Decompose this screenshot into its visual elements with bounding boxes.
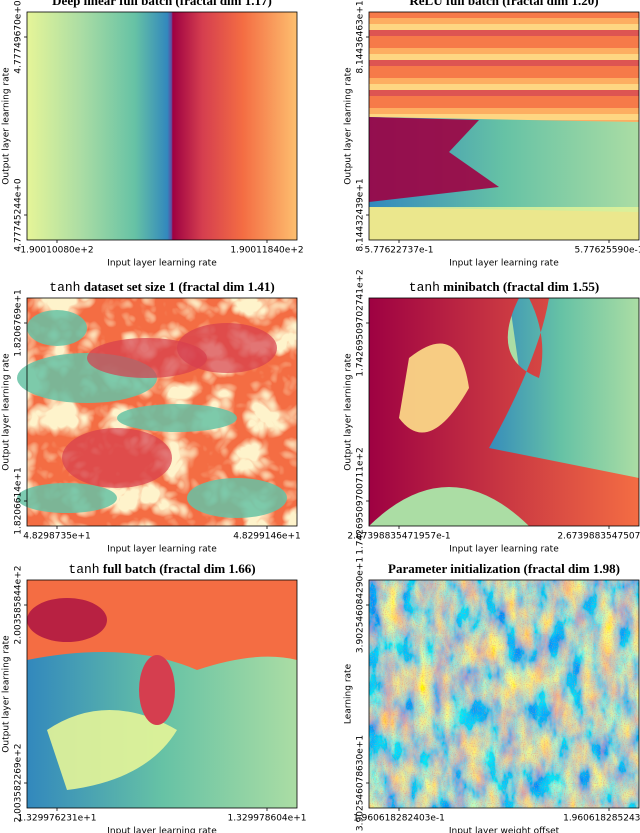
- title-text: dataset set size 1 (fractal dim 1.41): [84, 279, 275, 294]
- image-band: [369, 84, 639, 90]
- y-tick-label: 4.77749670e+0: [14, 0, 24, 73]
- x-tick-label: 1.329976231e+1: [18, 814, 97, 824]
- title-code: tanh: [49, 280, 80, 295]
- y-tick-label: 2.003585844e+2: [14, 566, 24, 645]
- y-tick-label: 4.77745244e+0: [14, 178, 24, 251]
- x-axis-label: Input layer learning rate: [449, 259, 559, 269]
- panel: tanh dataset set size 1 (fractal dim 1.4…: [2, 279, 301, 555]
- image-band: [369, 102, 639, 108]
- y-tick-label: 1.8206614e+1: [14, 467, 24, 534]
- panel-title: ReLU full batch (fractal dim 1.20): [409, 0, 598, 8]
- x-tick-label: 2.67398835475071e-1: [557, 532, 640, 542]
- x-tick-label: 5.77622737e-1: [365, 246, 434, 256]
- image-band: [369, 48, 639, 54]
- axes-frame: [26, 579, 298, 809]
- image-region: [27, 598, 107, 642]
- image-band: [369, 18, 639, 24]
- axes-frame: [368, 579, 640, 809]
- title-code: tanh: [68, 562, 99, 577]
- x-tick-label: 2.67398835471957e-1: [347, 532, 450, 542]
- x-tick-label: 1.960618282403e-1: [353, 814, 445, 824]
- x-tick-label: 5.77625590e-1: [575, 246, 640, 256]
- image-region: [483, 298, 639, 478]
- panel-title: tanh dataset set size 1 (fractal dim 1.4…: [49, 279, 274, 295]
- image-region: [399, 343, 469, 433]
- image-region: [117, 404, 237, 432]
- panel: Deep linear full batch (fractal dim 1.17…: [2, 0, 304, 269]
- image-band: [369, 60, 639, 66]
- axes-frame: [368, 11, 640, 241]
- y-tick-label: 3.902546084290e+1: [356, 557, 366, 653]
- x-tick-label: 1.90010080e+2: [20, 246, 93, 256]
- image-band: [369, 36, 639, 42]
- image-band: [369, 66, 639, 72]
- x-tick-label: 4.8298735e+1: [23, 532, 90, 542]
- image-band: [369, 114, 639, 120]
- y-axis-label: Output layer learning rate: [2, 353, 12, 471]
- image-region: [27, 310, 87, 346]
- x-axis-label: Input layer learning rate: [107, 259, 217, 269]
- image-band: [369, 54, 639, 60]
- image-band: [369, 96, 639, 102]
- y-tick-label: 8.14436463e+1: [356, 0, 366, 73]
- image-region: [17, 483, 117, 513]
- y-axis-label: Output layer learning rate: [2, 67, 12, 185]
- title-text: Parameter initialization (fractal dim 1.…: [388, 561, 620, 576]
- image-band: [369, 72, 639, 78]
- panel-title: Parameter initialization (fractal dim 1.…: [388, 561, 620, 576]
- x-tick-label: 1.960618285243e-1: [563, 814, 640, 824]
- x-tick-label: 4.8299146e+1: [233, 532, 300, 542]
- image-region: [187, 478, 287, 518]
- panel-title: tanh full batch (fractal dim 1.66): [68, 561, 255, 577]
- axes-frame: [368, 297, 640, 527]
- image-band: [369, 108, 639, 114]
- panel: ReLU full batch (fractal dim 1.20) 5.7762…: [344, 0, 640, 269]
- x-tick-label: 1.329978604e+1: [228, 814, 307, 824]
- y-tick-label: 8.14432439e+1: [356, 178, 366, 251]
- title-text: ReLU full batch (fractal dim 1.20): [409, 0, 598, 8]
- image-texture: [369, 580, 639, 808]
- x-axis-label: Input layer weight offset: [449, 827, 560, 833]
- image-region: [177, 323, 277, 373]
- y-axis-label: Output layer learning rate: [2, 635, 12, 753]
- image-region: [139, 655, 175, 725]
- x-tick-label: 1.90011840e+2: [230, 246, 303, 256]
- image-band: [369, 30, 639, 36]
- image-band: [369, 207, 639, 240]
- y-tick-label: 1.74269509700711e+2: [356, 447, 366, 555]
- axes-frame: [26, 11, 298, 241]
- panel-title: tanh minibatch (fractal dim 1.55): [409, 279, 599, 295]
- y-axis-label: Output layer learning rate: [344, 67, 354, 185]
- x-axis-label: Input layer learning rate: [107, 827, 217, 833]
- image-region: [62, 428, 172, 488]
- y-axis-label: Output layer learning rate: [344, 353, 354, 471]
- panel-title: Deep linear full batch (fractal dim 1.17…: [52, 0, 272, 8]
- axes-frame: [26, 297, 298, 527]
- title-text: Deep linear full batch (fractal dim 1.17…: [52, 0, 272, 8]
- image-band: [369, 12, 639, 18]
- image-band: [369, 78, 639, 84]
- panel: tanh full batch (fractal dim 1.66) 1.3299…: [2, 561, 307, 833]
- x-axis-label: Input layer learning rate: [449, 545, 559, 555]
- x-axis-label: Input layer learning rate: [107, 545, 217, 555]
- title-text: full batch (fractal dim 1.66): [103, 561, 256, 576]
- image: [27, 12, 297, 240]
- panel: Parameter initialization (fractal dim 1.…: [344, 557, 640, 833]
- y-tick-label: 2.003582269e+2: [14, 744, 24, 823]
- image-band: [369, 42, 639, 48]
- y-axis-label: Learning rate: [344, 663, 354, 724]
- title-code: tanh: [409, 280, 440, 295]
- y-tick-label: 1.8206769e+1: [14, 289, 24, 356]
- image-region: [369, 117, 499, 202]
- image-band: [369, 24, 639, 30]
- panel: tanh minibatch (fractal dim 1.55) 2.67398…: [344, 269, 640, 555]
- title-text: minibatch (fractal dim 1.55): [443, 279, 599, 294]
- y-tick-label: 3.902546078630e+1: [356, 735, 366, 831]
- y-tick-label: 1.74269509702741e+2: [356, 269, 366, 377]
- image-region: [47, 710, 177, 790]
- image-band: [369, 90, 639, 96]
